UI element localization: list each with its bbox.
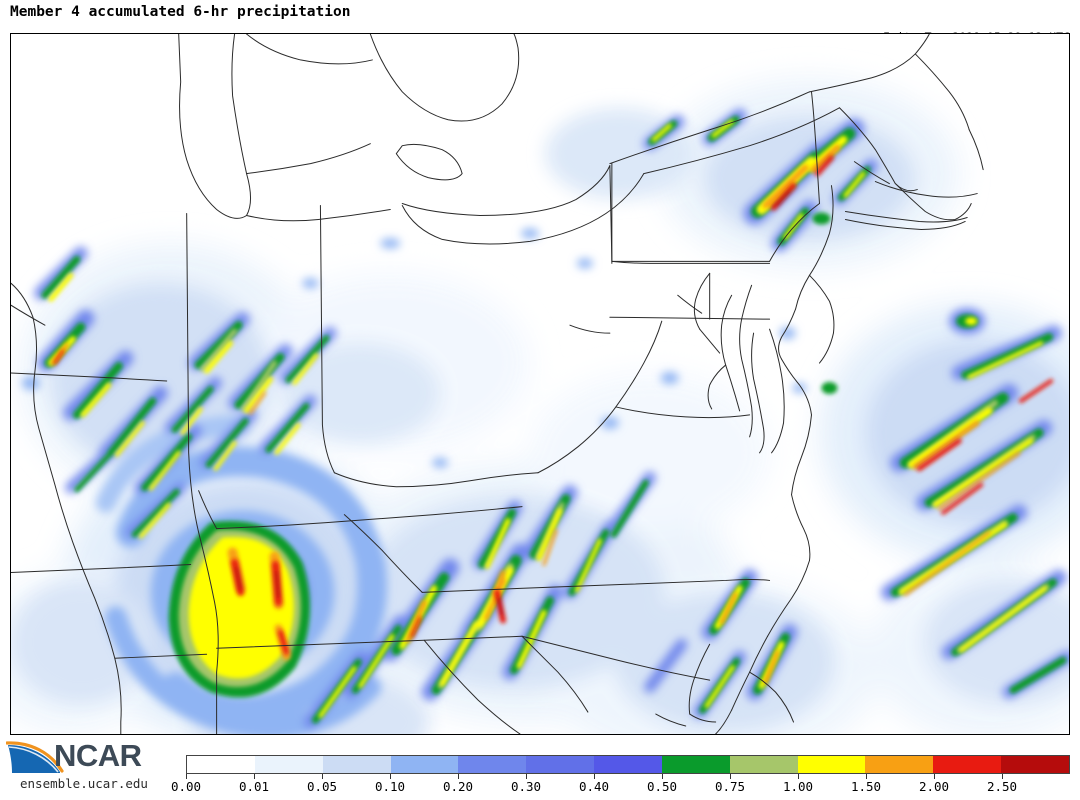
colorbar-tick-10 bbox=[866, 774, 867, 779]
colorbar[interactable] bbox=[186, 755, 1070, 774]
colorbar-tick-7 bbox=[662, 774, 663, 779]
ncar-logo[interactable]: NCAR ensemble.ucar.edu bbox=[6, 738, 176, 796]
colorbar-label-11: 2.00 bbox=[918, 779, 950, 794]
map-geography-lines bbox=[11, 34, 984, 734]
colorbar-tick-5 bbox=[526, 774, 527, 779]
colorbar-tick-9 bbox=[798, 774, 799, 779]
colorbar-segment-7 bbox=[661, 756, 730, 773]
ncar-mark-icon bbox=[6, 741, 64, 773]
colorbar-segment-8 bbox=[729, 756, 798, 773]
colorbar-label-9: 1.00 bbox=[782, 779, 814, 794]
colorbar-tick-labels: 0.00 0.01 0.05 0.10 0.20 0.30 0.40 0.50 0.75 1.00… bbox=[0, 779, 1080, 797]
colorbar-label-1: 0.01 bbox=[238, 779, 270, 794]
colorbar-tick-3 bbox=[390, 774, 391, 779]
colorbar-label-0: 0.00 bbox=[170, 779, 202, 794]
colorbar-segment-12 bbox=[1001, 756, 1069, 773]
colorbar-tick-6 bbox=[594, 774, 595, 779]
colorbar-segment-6 bbox=[594, 756, 662, 773]
colorbar-label-3: 0.10 bbox=[374, 779, 406, 794]
colorbar-label-4: 0.20 bbox=[442, 779, 474, 794]
colorbar-label-10: 1.50 bbox=[850, 779, 882, 794]
colorbar-label-6: 0.40 bbox=[578, 779, 610, 794]
colorbar-label-2: 0.05 bbox=[306, 779, 338, 794]
colorbar-segment-5 bbox=[526, 756, 595, 773]
colorbar-tick-12 bbox=[1002, 774, 1003, 779]
colorbar-segment-3 bbox=[390, 756, 459, 773]
precipitation-field bbox=[11, 78, 1069, 734]
colorbar-segment-9 bbox=[797, 756, 866, 773]
map-canvas[interactable] bbox=[10, 33, 1070, 735]
colorbar-tick-1 bbox=[254, 774, 255, 779]
colorbar-label-7: 0.50 bbox=[646, 779, 678, 794]
colorbar-segment-10 bbox=[865, 756, 934, 773]
colorbar-label-8: 0.75 bbox=[714, 779, 746, 794]
colorbar-tick-8 bbox=[730, 774, 731, 779]
colorbar-ticks bbox=[186, 774, 1070, 780]
colorbar-segment-2 bbox=[322, 756, 391, 773]
page-title: Member 4 accumulated 6-hr precipitation bbox=[10, 4, 351, 20]
colorbar-label-12: 2.50 bbox=[986, 779, 1018, 794]
colorbar-tick-11 bbox=[934, 774, 935, 779]
colorbar-segment-0 bbox=[187, 756, 255, 773]
colorbar-segment-1 bbox=[254, 756, 323, 773]
colorbar-label-5: 0.30 bbox=[510, 779, 542, 794]
colorbar-segment-4 bbox=[458, 756, 527, 773]
map-svg bbox=[11, 34, 1069, 734]
colorbar-segment-11 bbox=[933, 756, 1002, 773]
colorbar-tick-0 bbox=[186, 774, 187, 779]
colorbar-tick-4 bbox=[458, 774, 459, 779]
colorbar-tick-2 bbox=[322, 774, 323, 779]
ensemble-url-label: ensemble.ucar.edu bbox=[20, 776, 148, 791]
ncar-wordmark: NCAR bbox=[54, 738, 142, 773]
